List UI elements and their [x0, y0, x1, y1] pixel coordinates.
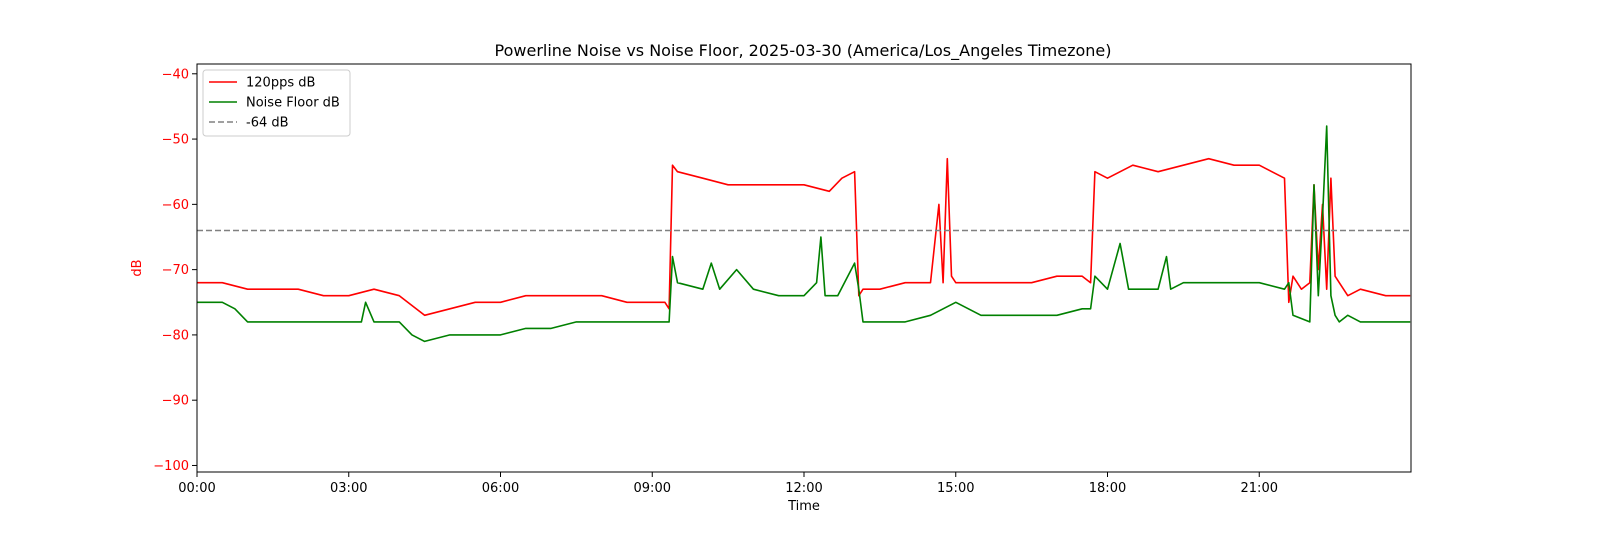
- y-tick-label: −50: [162, 133, 189, 148]
- x-axis: 00:00 03:00 06:00 09:00 12:00 15:00 18:00 21:00: [178, 472, 1278, 496]
- y-tick-label: −70: [162, 263, 189, 278]
- x-tick-label: 15:00: [937, 481, 974, 496]
- legend: 120pps dB Noise Floor dB -64 dB: [202, 69, 351, 137]
- y-tick-label: −80: [162, 328, 189, 343]
- series-line-0: [197, 157, 1411, 317]
- x-tick-label: 09:00: [634, 481, 671, 496]
- y-tick-label: −90: [162, 394, 189, 409]
- x-tick-label: 21:00: [1241, 481, 1278, 496]
- x-tick-label: 12:00: [785, 481, 822, 496]
- y-tick-label: −100: [153, 459, 189, 474]
- plot-area-frame: [196, 63, 1412, 473]
- x-axis-label: Time: [787, 499, 820, 514]
- y-axis: −40 −50 −60 −70 −80 −90 −100: [153, 67, 197, 474]
- x-tick-label: 00:00: [178, 481, 215, 496]
- x-tick-label: 06:00: [482, 481, 519, 496]
- y-axis-label: dB: [130, 259, 145, 276]
- x-tick-label: 18:00: [1089, 481, 1126, 496]
- y-tick-label: −60: [162, 198, 189, 213]
- x-tick-label: 03:00: [330, 481, 367, 496]
- legend-box: [202, 69, 351, 137]
- legend-label-0: 120pps dB: [246, 76, 315, 91]
- chart-title: Powerline Noise vs Noise Floor, 2025-03-…: [495, 41, 1112, 61]
- series-line-1: [197, 125, 1411, 343]
- legend-label-2: -64 dB: [246, 116, 289, 131]
- y-tick-label: −40: [162, 67, 189, 82]
- legend-label-1: Noise Floor dB: [246, 96, 340, 111]
